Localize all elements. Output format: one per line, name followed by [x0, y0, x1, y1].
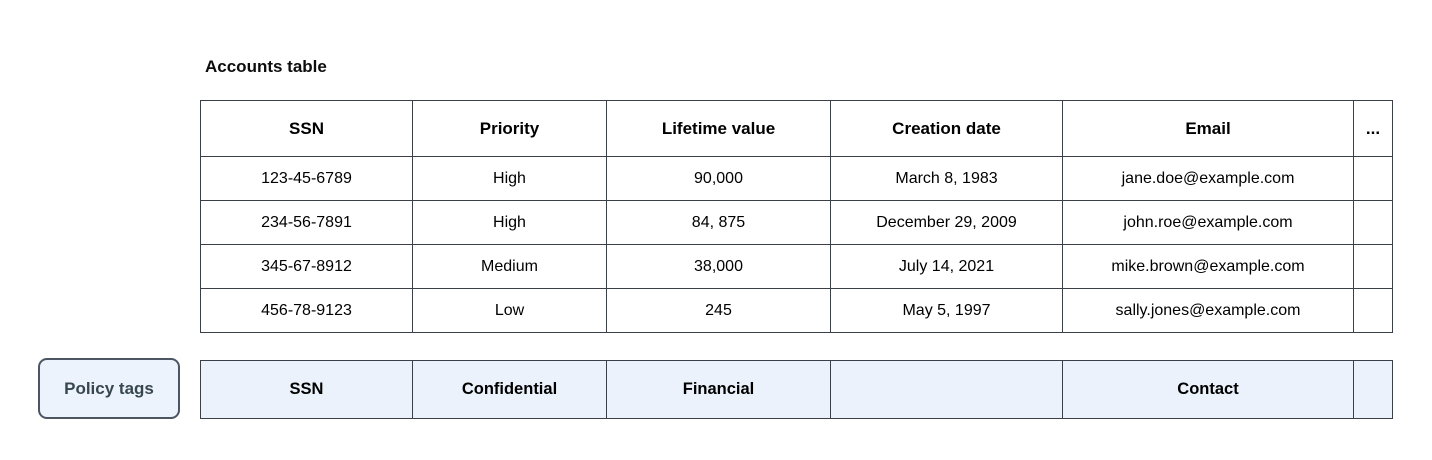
table-cell: 345-67-8912: [200, 244, 413, 289]
table-cell: July 14, 2021: [830, 244, 1063, 289]
table-cell: March 8, 1983: [830, 156, 1063, 201]
table-cell: 38,000: [606, 244, 831, 289]
table-row: 234-56-7891 High 84, 875 December 29, 20…: [200, 200, 1393, 245]
policy-tag-cell: Confidential: [412, 360, 607, 419]
table-cell: December 29, 2009: [830, 200, 1063, 245]
table-cell: 456-78-9123: [200, 288, 413, 333]
table-cell: 245: [606, 288, 831, 333]
table-cell: 90,000: [606, 156, 831, 201]
policy-tags-label-text: Policy tags: [64, 378, 154, 398]
table-cell: May 5, 1997: [830, 288, 1063, 333]
table-cell: High: [412, 156, 607, 201]
table-cell: Medium: [412, 244, 607, 289]
policy-tag-cell: [1353, 360, 1393, 419]
table-row: 123-45-6789 High 90,000 March 8, 1983 ja…: [200, 156, 1393, 201]
policy-tags-label: Policy tags: [38, 358, 180, 419]
table-cell: [1353, 288, 1393, 333]
column-header-email: Email: [1062, 100, 1354, 157]
column-header-more: ...: [1353, 100, 1393, 157]
table-cell: 84, 875: [606, 200, 831, 245]
table-row: 456-78-9123 Low 245 May 5, 1997 sally.jo…: [200, 288, 1393, 333]
policy-tag-cell: [830, 360, 1063, 419]
table-cell: 234-56-7891: [200, 200, 413, 245]
table-cell: [1353, 244, 1393, 289]
table-title: Accounts table: [205, 57, 327, 76]
table-cell: [1353, 200, 1393, 245]
policy-row: SSN Confidential Financial Contact: [200, 360, 1393, 419]
header-row: SSN Priority Lifetime value Creation dat…: [200, 100, 1393, 157]
column-header-creation-date: Creation date: [830, 100, 1063, 157]
table-cell: mike.brown@example.com: [1062, 244, 1354, 289]
policy-tag-cell: SSN: [200, 360, 413, 419]
table-row: 345-67-8912 Medium 38,000 July 14, 2021 …: [200, 244, 1393, 289]
policy-tags-row: SSN Confidential Financial Contact: [200, 360, 1393, 419]
column-header-priority: Priority: [412, 100, 607, 157]
accounts-table: SSN Priority Lifetime value Creation dat…: [200, 100, 1393, 333]
column-header-ssn: SSN: [200, 100, 413, 157]
policy-tag-cell: Contact: [1062, 360, 1354, 419]
table-cell: [1353, 156, 1393, 201]
table-cell: 123-45-6789: [200, 156, 413, 201]
table-cell: High: [412, 200, 607, 245]
table-cell: Low: [412, 288, 607, 333]
policy-tag-cell: Financial: [606, 360, 831, 419]
column-header-lifetime-value: Lifetime value: [606, 100, 831, 157]
table-cell: john.roe@example.com: [1062, 200, 1354, 245]
table-cell: jane.doe@example.com: [1062, 156, 1354, 201]
table-cell: sally.jones@example.com: [1062, 288, 1354, 333]
